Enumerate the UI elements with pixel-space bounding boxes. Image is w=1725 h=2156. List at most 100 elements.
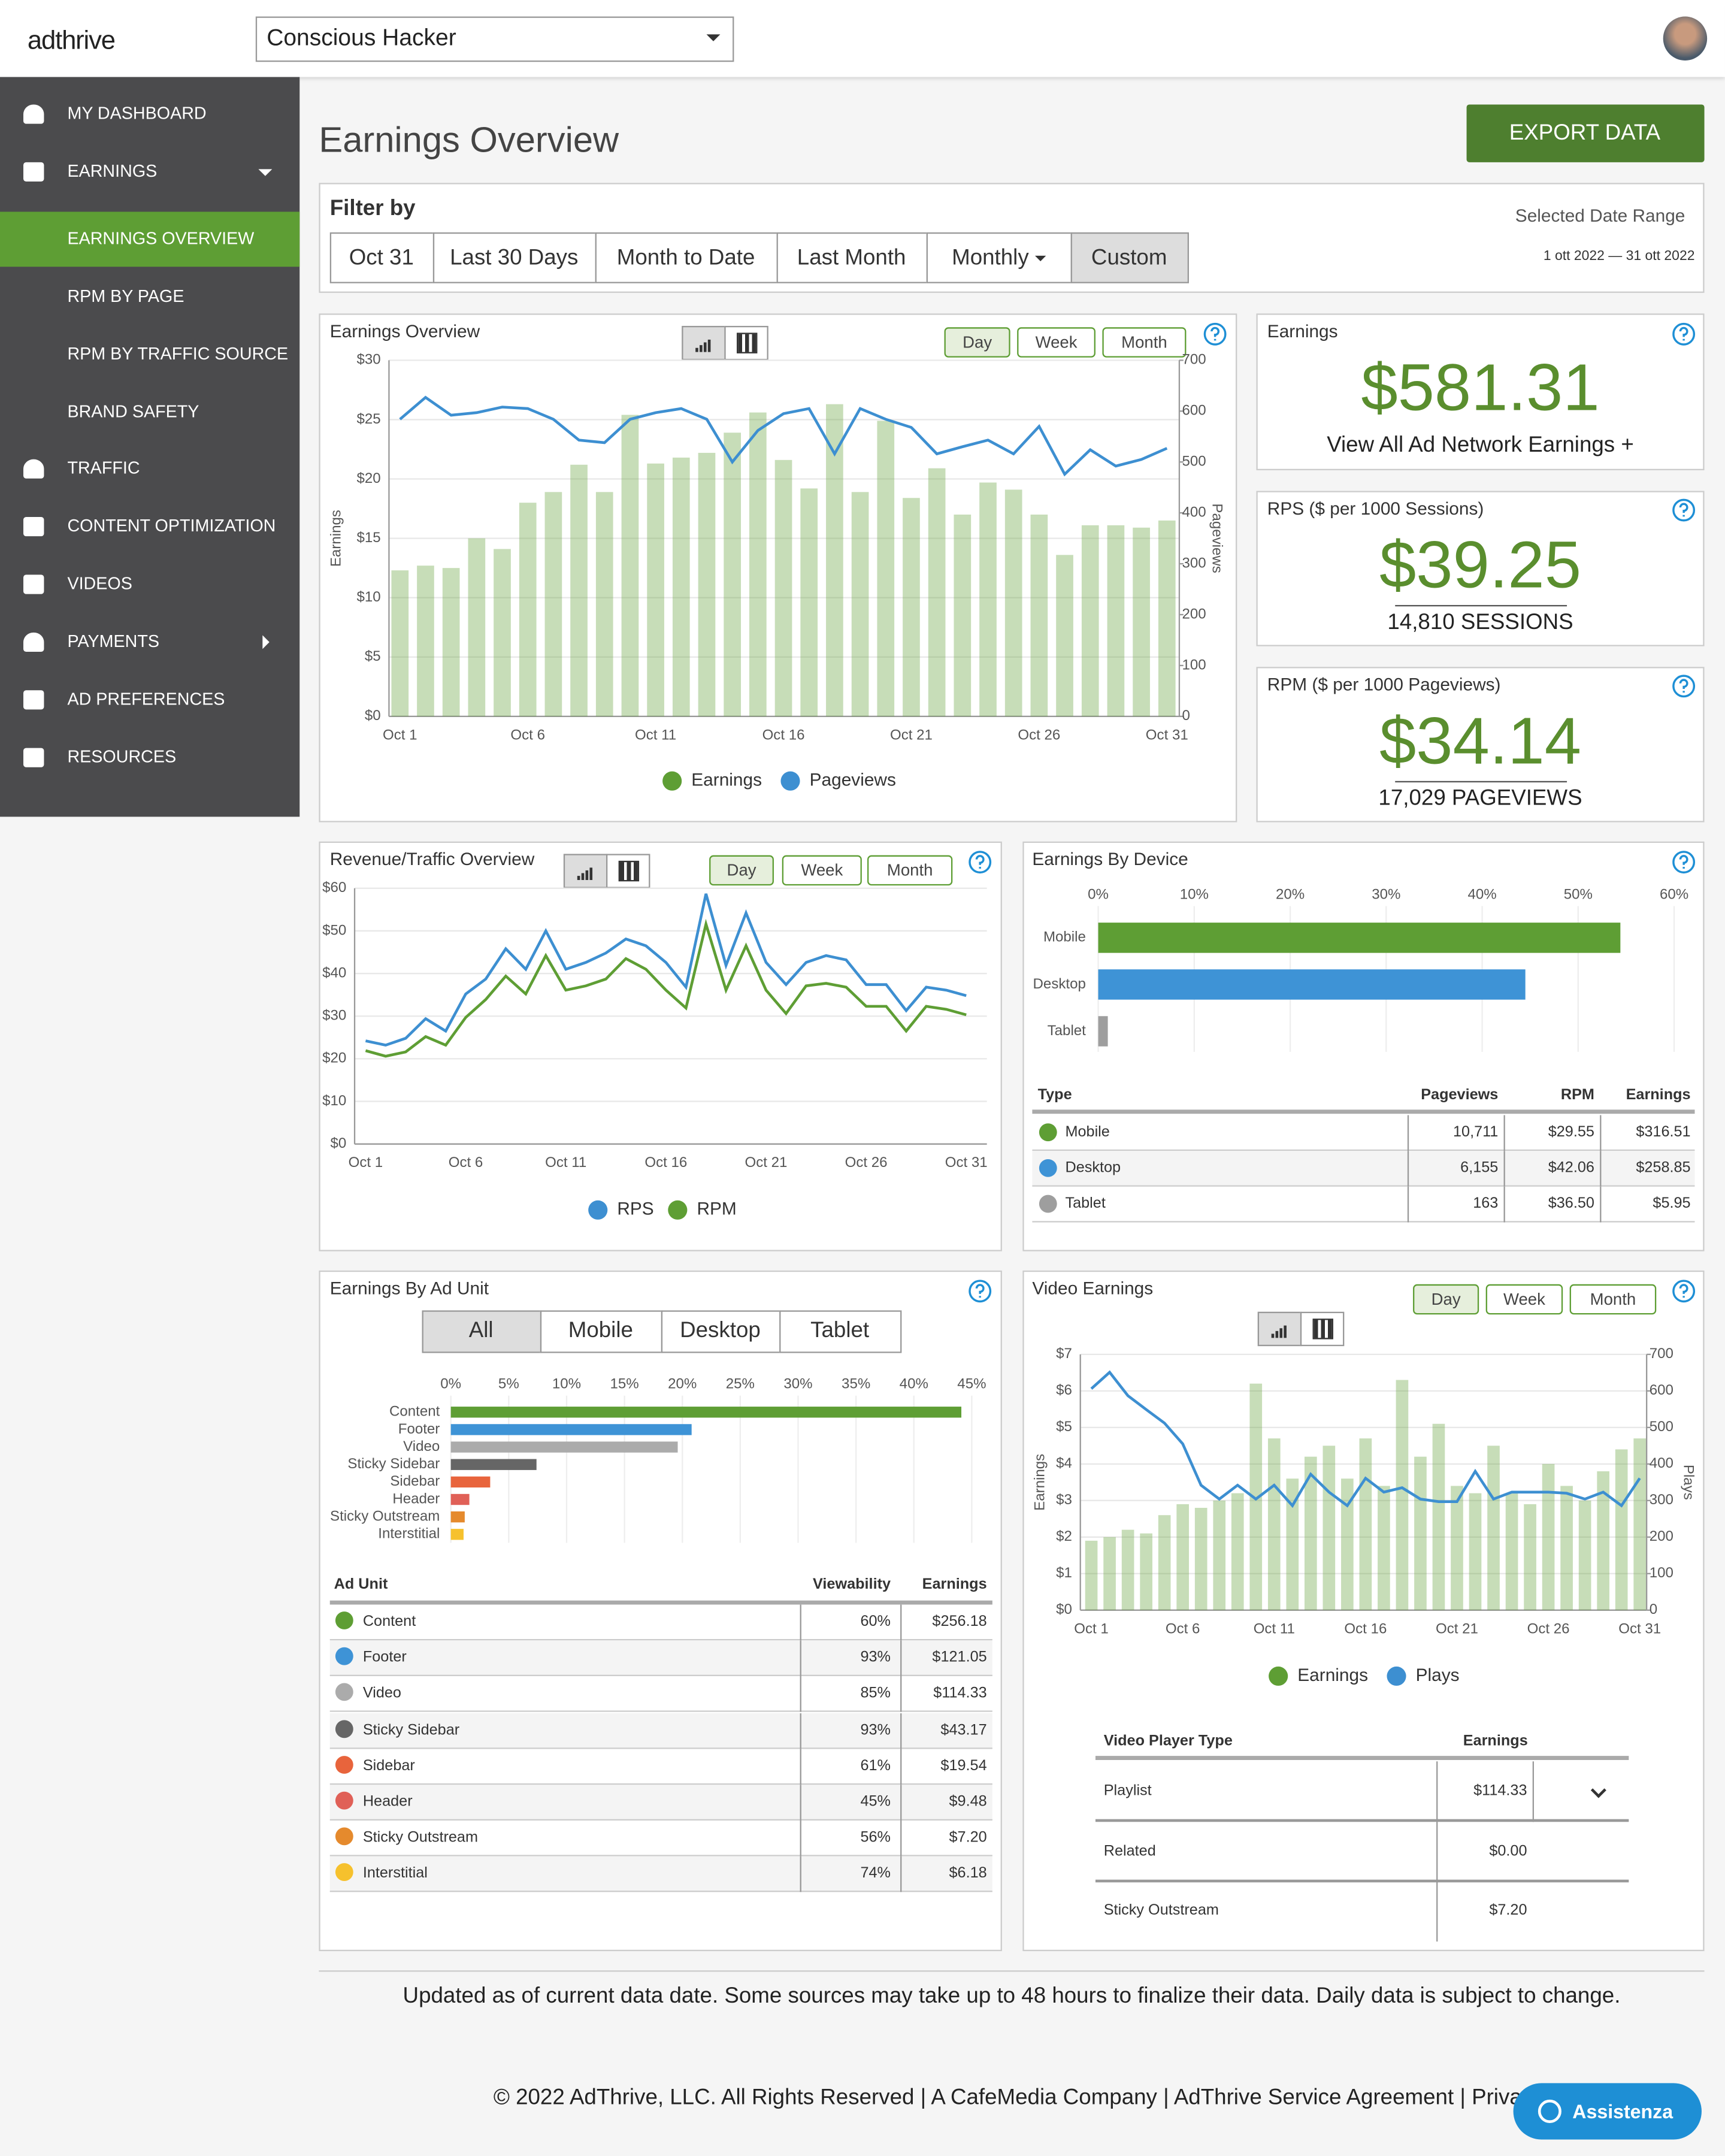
period-button[interactable]	[1485, 1284, 1563, 1315]
period-button[interactable]	[1017, 327, 1095, 358]
nav-item[interactable]: BRAND SAFETY	[67, 402, 199, 422]
table-header: RPM	[1560, 1087, 1594, 1103]
toggle-grid	[737, 332, 758, 353]
tab-label[interactable]: Desktop	[680, 1319, 761, 1343]
chart-toggle[interactable]	[682, 325, 726, 361]
filter-option-label[interactable]: Last 30 Days	[450, 246, 579, 270]
filter-option-label[interactable]: Last Month	[797, 246, 906, 270]
period-label[interactable]: Week	[1503, 1289, 1545, 1309]
period-button[interactable]	[1569, 1284, 1657, 1315]
nav-item[interactable]: RPM BY PAGE	[67, 286, 184, 306]
legend-dot	[335, 1755, 353, 1774]
site-select[interactable]	[255, 16, 734, 62]
filter-option-label[interactable]: Month to Date	[616, 246, 755, 270]
table-cell: 93%	[860, 1649, 891, 1666]
filter-option[interactable]	[776, 232, 928, 283]
period-label[interactable]: Week	[801, 860, 843, 880]
table-cell: $36.50	[1548, 1195, 1594, 1212]
legend-dot	[335, 1611, 353, 1629]
table-row	[1032, 1186, 1695, 1223]
col-divider	[1436, 1821, 1438, 1882]
help-label[interactable]: Assistenza	[1572, 2100, 1673, 2123]
period-label[interactable]: Month	[886, 860, 933, 880]
export-button[interactable]	[1466, 104, 1705, 162]
tab[interactable]	[422, 1310, 542, 1353]
nav-item[interactable]: CONTENT OPTIMIZATION	[67, 516, 276, 536]
period-button[interactable]	[709, 855, 774, 886]
site-name: Conscious Hacker	[267, 24, 456, 51]
period-label[interactable]: Month	[1121, 332, 1167, 352]
table-header: Earnings	[1463, 1733, 1528, 1750]
toggle-bar	[707, 339, 711, 352]
table-cell: $9.48	[949, 1794, 987, 1810]
table-header: Video Player Type	[1103, 1733, 1233, 1750]
period-button[interactable]	[1413, 1284, 1479, 1315]
table-cell: Footer	[362, 1649, 407, 1666]
tab[interactable]	[540, 1310, 663, 1353]
period-label[interactable]: Day	[1431, 1289, 1461, 1309]
tab[interactable]	[779, 1310, 902, 1353]
filter-option[interactable]	[926, 232, 1072, 283]
kpi-rule	[1395, 604, 1567, 606]
table-header: Ad Unit	[334, 1576, 388, 1593]
table-cell: 93%	[860, 1721, 891, 1738]
col-divider	[1503, 1151, 1505, 1187]
period-label[interactable]: Day	[727, 860, 756, 880]
panel-title: Earnings By Ad Unit	[329, 1277, 489, 1299]
filter-option-label[interactable]: Monthly	[952, 246, 1029, 270]
col-divider	[1600, 1151, 1602, 1187]
filter-option[interactable]	[329, 232, 435, 283]
col-divider	[1532, 1761, 1534, 1822]
kpi-value: $581.31	[1361, 352, 1600, 425]
table-cell: $7.20	[949, 1830, 987, 1846]
table-cell: 56%	[860, 1830, 891, 1846]
tab[interactable]	[661, 1310, 781, 1353]
col-divider	[1503, 1186, 1505, 1223]
table-cell: Sticky Sidebar	[362, 1721, 460, 1738]
col-divider	[900, 1604, 902, 1641]
table-cell: $5.95	[1653, 1195, 1691, 1212]
table-cell: $114.33	[1473, 1782, 1527, 1800]
col-divider	[1407, 1115, 1409, 1151]
period-button[interactable]	[867, 855, 953, 886]
kpi-rule	[1395, 781, 1567, 783]
period-button[interactable]	[1102, 327, 1187, 358]
table-cell: Sticky Outstream	[1103, 1902, 1219, 1919]
nav-caret	[258, 169, 273, 176]
filter-option[interactable]	[595, 232, 778, 283]
filter-option[interactable]	[1070, 232, 1190, 283]
table-row	[1095, 1761, 1629, 1822]
col-divider	[900, 1785, 902, 1821]
kpi-label: Earnings	[1267, 320, 1338, 341]
nav-item[interactable]: PAYMENTS	[67, 631, 160, 651]
period-label[interactable]: Week	[1035, 332, 1078, 352]
period-label[interactable]: Day	[963, 332, 992, 352]
nav-item[interactable]: VIDEOS	[67, 574, 132, 594]
nav-item[interactable]: AD PREFERENCES	[67, 690, 225, 709]
nav-item[interactable]: RPM BY TRAFFIC SOURCE	[67, 344, 289, 364]
table-header: Pageviews	[1421, 1087, 1499, 1103]
tab-label[interactable]: Tablet	[810, 1319, 870, 1343]
nav-item[interactable]: RESOURCES	[67, 747, 177, 767]
filter-option-label[interactable]: Oct 31	[349, 246, 414, 270]
filter-option[interactable]	[432, 232, 597, 283]
period-button[interactable]	[782, 855, 862, 886]
filter-option-label[interactable]: Custom	[1091, 246, 1167, 270]
nav-item[interactable]: TRAFFIC	[67, 458, 140, 478]
nav-item[interactable]: EARNINGS	[67, 161, 158, 181]
table-cell: Related	[1103, 1842, 1156, 1859]
nav-item[interactable]: EARNINGS OVERVIEW	[67, 229, 255, 249]
tab-label[interactable]: Mobile	[568, 1319, 633, 1343]
period-label[interactable]: Month	[1590, 1289, 1636, 1309]
toggle-bar	[581, 873, 585, 880]
nav-icon	[23, 517, 44, 537]
nav-item[interactable]: MY DASHBOARD	[67, 104, 207, 123]
period-button[interactable]	[944, 327, 1010, 358]
panel-title: Video Earnings	[1032, 1277, 1154, 1299]
tab-label[interactable]: All	[468, 1319, 494, 1343]
filter-label: Filter by	[329, 197, 416, 221]
table-cell: 74%	[860, 1865, 891, 1882]
table-row	[329, 1713, 992, 1749]
select-caret	[706, 34, 721, 41]
